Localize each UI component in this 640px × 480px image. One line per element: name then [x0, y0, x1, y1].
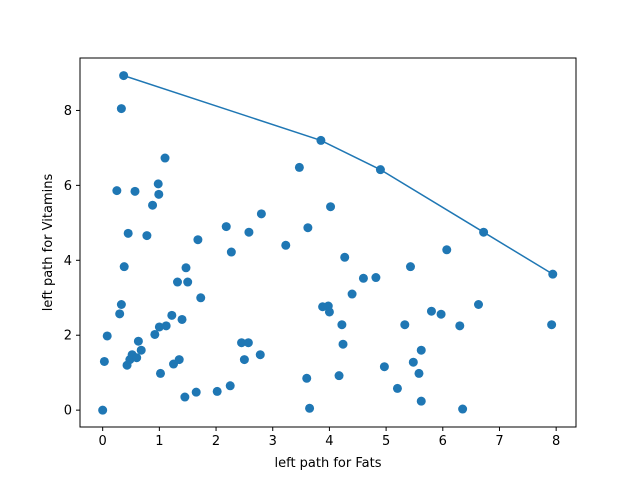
- data-point: [340, 252, 350, 262]
- data-point: [239, 355, 249, 365]
- data-point: [243, 338, 253, 348]
- data-point: [177, 314, 187, 324]
- plot-area: [98, 71, 558, 415]
- data-point: [458, 404, 468, 414]
- data-point: [358, 273, 368, 283]
- data-point: [405, 262, 415, 272]
- y-tick-label: 0: [64, 404, 72, 419]
- data-point: [548, 269, 558, 279]
- data-point: [116, 300, 126, 309]
- data-point: [426, 306, 436, 316]
- y-tick-label: 2: [64, 329, 72, 344]
- data-point: [416, 396, 426, 406]
- data-point: [196, 293, 206, 303]
- data-point: [392, 383, 402, 393]
- data-point: [193, 235, 203, 245]
- y-axis-ticks: 0 2 4 6 8: [64, 104, 80, 419]
- data-point: [237, 338, 247, 348]
- data-point: [338, 339, 348, 349]
- data-point: [379, 362, 389, 372]
- x-tick-label: 2: [212, 434, 220, 449]
- data-point: [547, 320, 557, 330]
- data-point: [154, 189, 164, 199]
- x-tick-label: 5: [382, 434, 390, 449]
- data-point: [161, 321, 171, 331]
- data-point: [132, 353, 142, 363]
- data-point: [191, 387, 201, 397]
- data-point: [102, 331, 112, 341]
- data-point: [375, 165, 385, 175]
- data-point: [173, 277, 182, 287]
- data-point: [119, 262, 129, 272]
- data-point: [347, 289, 357, 299]
- data-point: [244, 227, 254, 237]
- y-axis-label: left path for Vitamins: [41, 174, 56, 312]
- y-tick-label: 8: [64, 104, 72, 119]
- data-point: [302, 373, 312, 383]
- data-point: [371, 273, 381, 283]
- data-point: [316, 135, 326, 145]
- data-point: [123, 228, 133, 238]
- axes-frame: [79, 57, 577, 428]
- y-tick-label: 4: [64, 254, 72, 269]
- data-point: [99, 356, 109, 366]
- data-point: [226, 247, 236, 257]
- data-point: [183, 277, 193, 287]
- data-point: [116, 104, 126, 114]
- data-point: [305, 403, 315, 413]
- data-point: [136, 345, 146, 355]
- data-point: [153, 179, 163, 189]
- data-point: [142, 231, 152, 241]
- data-point: [115, 309, 125, 319]
- x-tick-label: 3: [269, 434, 277, 449]
- data-point: [281, 240, 291, 250]
- data-point: [98, 405, 108, 415]
- data-point: [324, 307, 334, 317]
- data-point: [133, 336, 143, 346]
- x-axis-ticks: 0 1 2 3 4 5 6 7 8: [99, 427, 560, 449]
- x-axis-label: left path for Fats: [274, 456, 381, 471]
- data-point: [130, 186, 140, 196]
- data-point: [155, 368, 165, 378]
- data-point: [154, 322, 164, 332]
- data-point: [212, 386, 222, 396]
- data-point: [294, 162, 304, 172]
- data-point: [400, 320, 410, 330]
- data-point: [119, 71, 129, 81]
- data-point: [181, 263, 191, 273]
- data-point: [112, 186, 122, 196]
- x-tick-label: 8: [552, 434, 560, 449]
- data-point: [436, 309, 446, 319]
- y-tick-label: 6: [64, 179, 72, 194]
- data-point: [474, 300, 483, 309]
- data-point: [326, 202, 336, 212]
- data-point: [167, 310, 177, 320]
- data-point: [150, 329, 160, 339]
- data-point: [408, 357, 418, 367]
- data-point: [225, 381, 235, 391]
- data-point: [174, 355, 184, 365]
- data-point: [334, 371, 344, 381]
- data-point: [416, 345, 426, 355]
- x-tick-label: 4: [325, 434, 333, 449]
- data-point: [148, 200, 158, 210]
- x-tick-label: 0: [99, 434, 107, 449]
- data-point: [479, 227, 489, 237]
- data-point: [442, 245, 452, 255]
- data-point: [160, 153, 170, 163]
- data-point: [221, 222, 231, 232]
- data-point: [414, 368, 424, 378]
- data-point: [255, 350, 265, 360]
- data-point: [303, 223, 313, 233]
- data-point: [337, 320, 347, 330]
- x-tick-label: 7: [495, 434, 503, 449]
- x-tick-label: 6: [439, 434, 447, 449]
- data-point: [256, 209, 266, 219]
- data-point: [455, 321, 465, 331]
- data-point: [180, 392, 190, 402]
- x-tick-label: 1: [155, 434, 163, 449]
